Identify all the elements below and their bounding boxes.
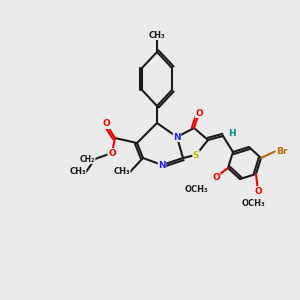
Text: OCH₃: OCH₃	[184, 184, 208, 194]
Text: O: O	[195, 109, 203, 118]
Text: O: O	[102, 119, 110, 128]
Text: N: N	[173, 133, 181, 142]
Text: CH₃: CH₃	[149, 31, 165, 40]
Text: O: O	[108, 148, 116, 158]
Text: O: O	[212, 172, 220, 182]
Text: N: N	[158, 160, 166, 169]
Text: O: O	[108, 148, 116, 158]
Text: O: O	[254, 187, 262, 196]
Text: CH₃: CH₃	[69, 167, 86, 176]
Text: S: S	[193, 151, 199, 160]
Text: H: H	[228, 128, 236, 137]
Text: Br: Br	[276, 146, 287, 155]
Text: CH₂: CH₂	[80, 154, 95, 164]
Text: OCH₃: OCH₃	[241, 200, 265, 208]
Text: CH₃: CH₃	[113, 167, 130, 176]
Text: O: O	[102, 119, 110, 128]
